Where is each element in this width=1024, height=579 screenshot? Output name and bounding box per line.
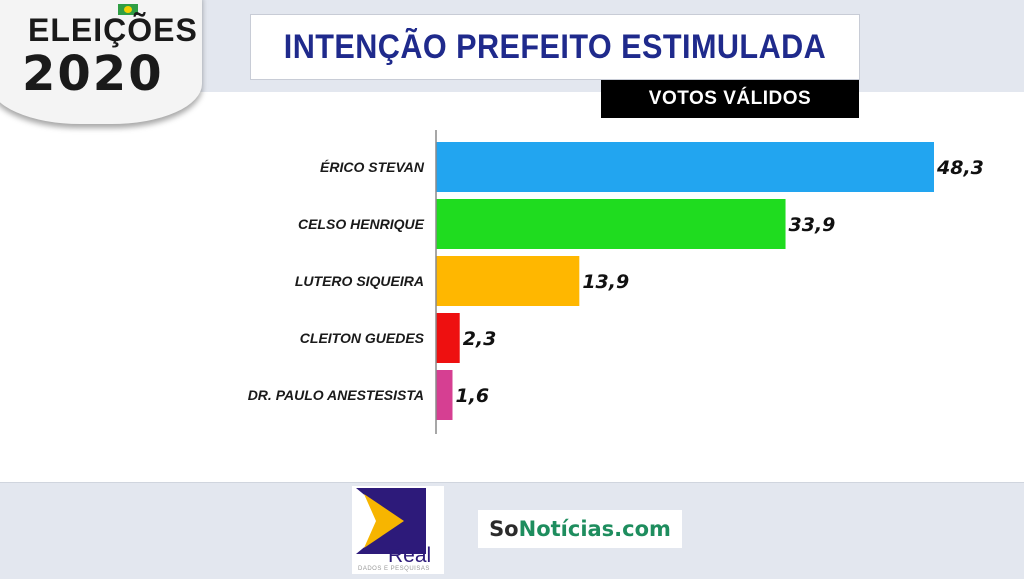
real-logo-subtext: DADOS E PESQUISAS xyxy=(358,566,430,572)
real-logo: Real DADOS E PESQUISAS xyxy=(352,486,444,574)
bar-chart: ÉRICO STEVAN 48,3 CELSO HENRIQUE 33,9 LUTERO… xyxy=(248,130,984,434)
bar-3 xyxy=(436,256,580,306)
sonoticias-so: So xyxy=(489,517,519,541)
chart-subtitle: VOTOS VÁLIDOS xyxy=(648,88,812,109)
real-logo-text: Real xyxy=(388,544,432,567)
sonoticias-text: SoNotícias.com xyxy=(478,510,682,548)
value-label-4: 2,3 xyxy=(463,328,497,350)
brazil-flag-icon xyxy=(118,4,138,15)
elections-2020-badge: ELEIÇÕES 2020 xyxy=(0,0,202,124)
category-label-5: DR. PAULO ANESTESISTA xyxy=(248,387,424,403)
value-label-3: 13,9 xyxy=(582,271,629,293)
value-label-2: 33,9 xyxy=(789,214,836,236)
bar-2 xyxy=(436,199,786,249)
value-label-5: 1,6 xyxy=(455,385,489,407)
bar-5 xyxy=(436,370,453,420)
bar-1 xyxy=(436,142,934,192)
value-label-1: 48,3 xyxy=(936,157,984,179)
real-logo-mark xyxy=(356,488,426,554)
subtitle-box: VOTOS VÁLIDOS xyxy=(601,80,859,118)
category-label-4: CLEITON GUEDES xyxy=(300,330,425,346)
category-label-1: ÉRICO STEVAN xyxy=(320,159,425,175)
title-box: INTENÇÃO PREFEITO ESTIMULADA xyxy=(250,14,860,80)
sonoticias-logo: SoNotícias.com xyxy=(478,510,682,548)
chart-title: INTENÇÃO PREFEITO ESTIMULADA xyxy=(283,28,827,66)
category-label-2: CELSO HENRIQUE xyxy=(298,216,425,232)
badge-line1: ELEIÇÕES xyxy=(28,12,198,48)
badge-line2: 2020 xyxy=(22,46,164,102)
bar-4 xyxy=(436,313,460,363)
category-label-3: LUTERO SIQUEIRA xyxy=(295,273,424,289)
sonoticias-rest: Notícias.com xyxy=(518,517,671,541)
